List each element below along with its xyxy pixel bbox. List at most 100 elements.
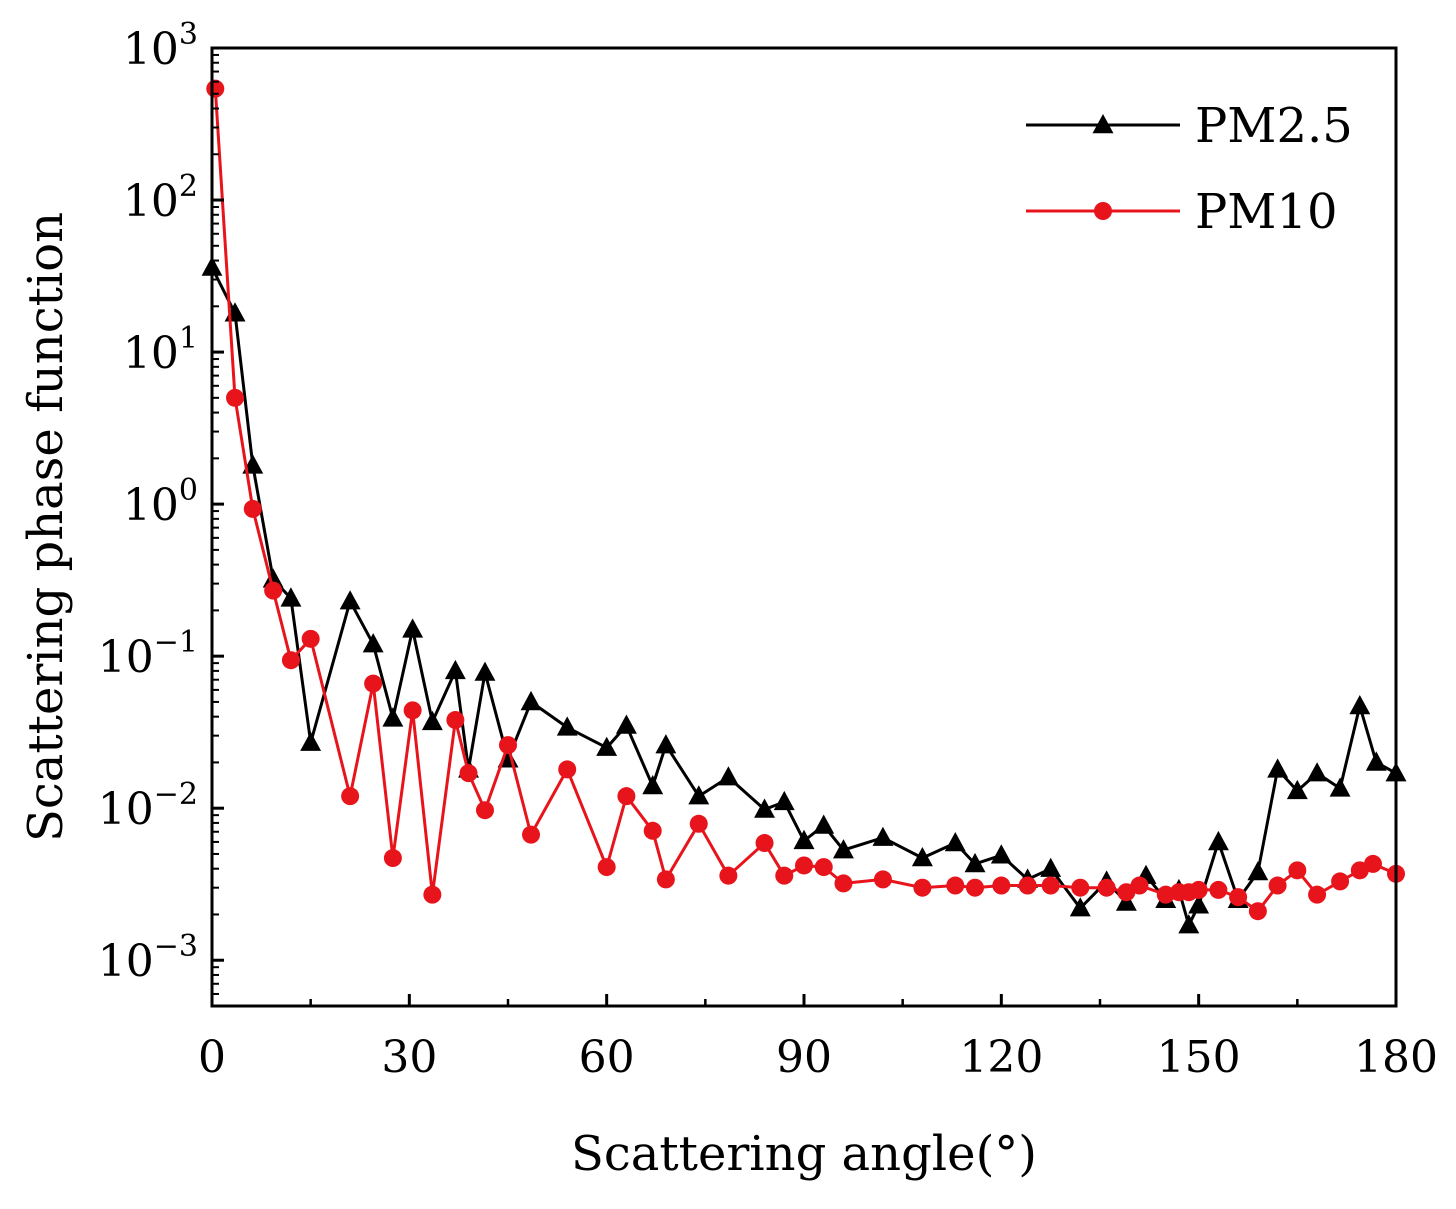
data-point-PM2.5 <box>520 690 542 711</box>
data-point-PM2.5 <box>339 590 361 610</box>
data-point-PM10 <box>403 701 422 720</box>
data-point-PM2.5 <box>556 716 578 736</box>
data-point-PM10 <box>341 787 360 806</box>
y-tick-label: 103 <box>123 17 198 75</box>
data-point-PM2.5 <box>402 618 424 638</box>
x-tick-label: 90 <box>776 1032 832 1083</box>
data-point-PM10 <box>1363 854 1382 873</box>
data-point-PM2.5 <box>1329 777 1351 797</box>
data-point-PM2.5 <box>990 844 1012 864</box>
data-point-PM2.5 <box>655 734 677 754</box>
data-point-PM2.5 <box>793 829 815 850</box>
data-point-PM10 <box>558 760 577 779</box>
data-point-PM10 <box>597 858 616 877</box>
data-point-PM10 <box>243 499 262 518</box>
data-point-PM2.5 <box>362 633 384 653</box>
x-tick-label: 0 <box>198 1032 226 1083</box>
data-point-PM10 <box>301 629 320 648</box>
data-point-PM2.5 <box>262 568 284 588</box>
data-point-PM10 <box>775 866 794 885</box>
data-point-PM2.5 <box>1267 758 1289 778</box>
data-point-PM2.5 <box>642 775 664 795</box>
data-point-PM10 <box>755 834 774 853</box>
data-point-PM10 <box>383 849 402 868</box>
data-point-PM10 <box>1041 876 1060 895</box>
data-point-PM2.5 <box>1349 695 1371 715</box>
data-point-PM10 <box>873 870 892 889</box>
data-point-PM10 <box>364 674 383 693</box>
data-point-PM2.5 <box>964 852 986 873</box>
data-point-PM10 <box>281 651 300 670</box>
data-point-PM10 <box>992 876 1011 895</box>
x-tick-label: 180 <box>1354 1032 1438 1083</box>
y-tick-label: 100 <box>123 473 198 531</box>
x-axis-title: Scattering angle(°) <box>571 1126 1037 1182</box>
legend: PM2.5 PM10 <box>1026 98 1353 240</box>
data-point-PM10 <box>1130 876 1149 895</box>
data-point-PM2.5 <box>1069 897 1091 917</box>
data-point-PM2.5 <box>911 847 933 867</box>
data-point-PM2.5 <box>833 839 854 859</box>
data-point-PM10 <box>423 885 442 904</box>
data-point-PM2.5 <box>717 766 739 786</box>
x-tick-label: 60 <box>579 1032 635 1083</box>
data-point-PM2.5 <box>813 814 835 834</box>
data-point-PM2.5 <box>596 736 618 756</box>
y-axis-title: Scattering phase function <box>18 212 74 842</box>
data-point-PM2.5 <box>754 798 775 818</box>
data-point-PM10 <box>966 878 985 897</box>
legend-marker-PM10 <box>1094 202 1112 220</box>
data-point-PM10 <box>499 736 517 755</box>
data-point-PM10 <box>446 711 465 730</box>
data-point-PM10 <box>814 858 833 877</box>
data-point-PM10 <box>475 801 494 820</box>
data-point-PM10 <box>1248 902 1267 921</box>
data-point-PM10 <box>834 874 853 893</box>
data-point-PM10 <box>1268 876 1287 895</box>
data-point-PM10 <box>643 821 662 840</box>
legend-label-PM10: PM10 <box>1195 184 1338 240</box>
data-point-PM2.5 <box>872 826 894 846</box>
y-tick-label: 10−2 <box>98 777 198 835</box>
data-point-PM10 <box>913 878 932 897</box>
data-point-PM2.5 <box>280 587 302 607</box>
data-point-PM10 <box>719 866 738 885</box>
data-point-PM2.5 <box>1286 779 1308 800</box>
data-point-PM2.5 <box>474 661 496 681</box>
data-point-PM2.5 <box>688 785 710 805</box>
data-point-PM10 <box>1071 878 1090 897</box>
data-point-PM2.5 <box>1188 894 1210 914</box>
data-point-PM10 <box>617 787 636 806</box>
data-point-PM10 <box>689 814 708 833</box>
data-point-PM10 <box>1189 880 1208 899</box>
data-point-PM2.5 <box>944 832 966 852</box>
data-point-PM10 <box>1308 885 1327 904</box>
x-tick-label: 120 <box>959 1032 1043 1083</box>
data-point-PM2.5 <box>1178 914 1200 934</box>
data-point-PM10 <box>1288 861 1307 880</box>
data-point-PM2.5 <box>300 731 322 751</box>
y-tick-label: 102 <box>123 169 198 227</box>
data-point-PM2.5 <box>444 659 466 680</box>
plot-marks <box>201 79 1407 934</box>
data-point-PM10 <box>1331 872 1350 891</box>
data-point-PM2.5 <box>773 790 795 811</box>
data-point-PM10 <box>1018 876 1037 895</box>
data-point-PM2.5 <box>1040 857 1062 877</box>
data-point-PM2.5 <box>1208 830 1229 851</box>
y-tick-label: 101 <box>123 321 198 379</box>
data-point-PM10 <box>795 856 813 875</box>
data-point-PM10 <box>459 764 478 783</box>
x-tick-label: 30 <box>381 1032 437 1083</box>
data-point-PM2.5 <box>615 714 637 734</box>
data-point-PM2.5 <box>382 707 404 727</box>
legend-label-PM2.5: PM2.5 <box>1195 98 1353 154</box>
data-point-PM2.5 <box>1306 762 1328 782</box>
data-point-PM10 <box>1229 888 1248 907</box>
x-axis: 0 30 60 90 120 150 180 <box>198 994 1438 1083</box>
data-point-PM10 <box>522 825 541 844</box>
y-tick-label: 10−1 <box>98 625 198 683</box>
data-point-PM2.5 <box>1247 861 1269 881</box>
data-point-PM10 <box>946 876 965 895</box>
